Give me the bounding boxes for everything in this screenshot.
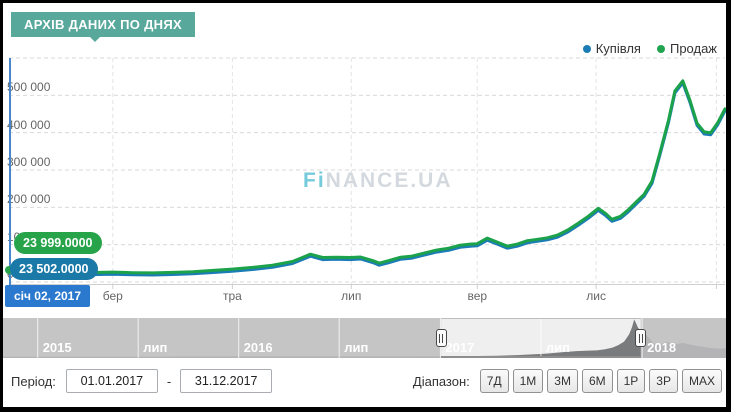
y-axis-label: 400 000: [7, 117, 51, 132]
range-label: Діапазон:: [412, 373, 470, 389]
tooltip-date-label: січ 02, 2017: [5, 285, 91, 307]
tooltip-sell-value: 23 999.0000: [14, 232, 102, 254]
date-range-separator: -: [166, 373, 172, 389]
finance-ua-watermark: FiNANCE.UA: [303, 169, 453, 192]
navigator-section-label: лип: [545, 340, 571, 355]
chart-canvas[interactable]: [3, 3, 726, 407]
kupivlya-dot-icon: [582, 44, 591, 53]
crosshair-line: [9, 58, 11, 285]
x-axis-label: бер: [102, 289, 123, 303]
range-button-МАХ[interactable]: МАХ: [681, 369, 722, 393]
range-button-1М[interactable]: 1М: [512, 369, 544, 393]
legend-label: Продаж: [669, 41, 717, 56]
grip-icon: [638, 333, 640, 343]
chart-legend: Купівля Продаж: [582, 41, 717, 56]
prodazh-dot-icon: [656, 44, 665, 53]
legend-item-prodazh[interactable]: Продаж: [656, 41, 717, 56]
range-button-group: 7Д 1М 3М 6М 1Р 3Р МАХ: [479, 369, 722, 393]
grip-icon: [439, 333, 441, 343]
range-button-3Р[interactable]: 3Р: [649, 369, 678, 393]
navigator-section-label: лип: [143, 340, 168, 355]
grip-icon: [641, 333, 643, 343]
y-axis-label: 500 000: [7, 80, 51, 95]
navigator-section-label: 2015: [42, 340, 72, 355]
period-controls: Період: -: [11, 369, 273, 393]
x-axis-label: лис: [586, 289, 606, 303]
page-title-pointer-icon: [87, 34, 103, 42]
tooltip-buy-value: 23 502.0000: [10, 258, 98, 280]
navigator-left-handle[interactable]: [435, 329, 447, 347]
range-button-7Д[interactable]: 7Д: [479, 369, 509, 393]
x-axis-label: вер: [467, 289, 488, 303]
grip-icon: [442, 333, 444, 343]
y-axis-label: 200 000: [7, 192, 51, 207]
range-button-6М[interactable]: 6М: [581, 369, 613, 393]
navigator-section-label: 2016: [243, 340, 273, 355]
date-from-input[interactable]: [65, 369, 158, 393]
page-title: АРХІВ ДАНИХ ПО ДНЯХ: [11, 12, 195, 37]
selected-point-marker: [5, 266, 13, 274]
y-axis-label: 300 000: [7, 155, 51, 169]
navigator-right-handle[interactable]: [635, 329, 647, 347]
navigator-section-label: 2018: [647, 340, 677, 355]
range-button-1Р[interactable]: 1Р: [616, 369, 646, 393]
range-controls: Діапазон: 7Д 1М 3М 6М 1Р 3Р МАХ: [413, 369, 722, 393]
legend-item-kupivlya[interactable]: Купівля: [582, 41, 641, 56]
range-button-3М[interactable]: 3М: [547, 369, 578, 393]
period-label: Період:: [11, 373, 56, 389]
navigator-section-label: лип: [344, 340, 369, 355]
date-to-input[interactable]: [180, 369, 273, 393]
x-axis-label: тра: [222, 289, 242, 303]
legend-label: Купівля: [595, 41, 641, 56]
x-axis-label: лип: [341, 289, 362, 303]
navigator-section-label: 2017: [445, 340, 475, 355]
